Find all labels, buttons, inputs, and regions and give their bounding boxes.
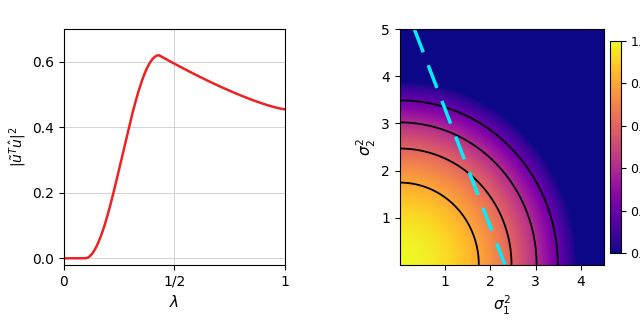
Y-axis label: $|\tilde{u}^T\hat{u}|^2$: $|\tilde{u}^T\hat{u}|^2$ bbox=[7, 127, 28, 167]
X-axis label: $\sigma_1^2$: $\sigma_1^2$ bbox=[493, 294, 511, 317]
Y-axis label: $\sigma_2^2$: $\sigma_2^2$ bbox=[355, 138, 378, 156]
X-axis label: $\lambda$: $\lambda$ bbox=[170, 294, 180, 310]
